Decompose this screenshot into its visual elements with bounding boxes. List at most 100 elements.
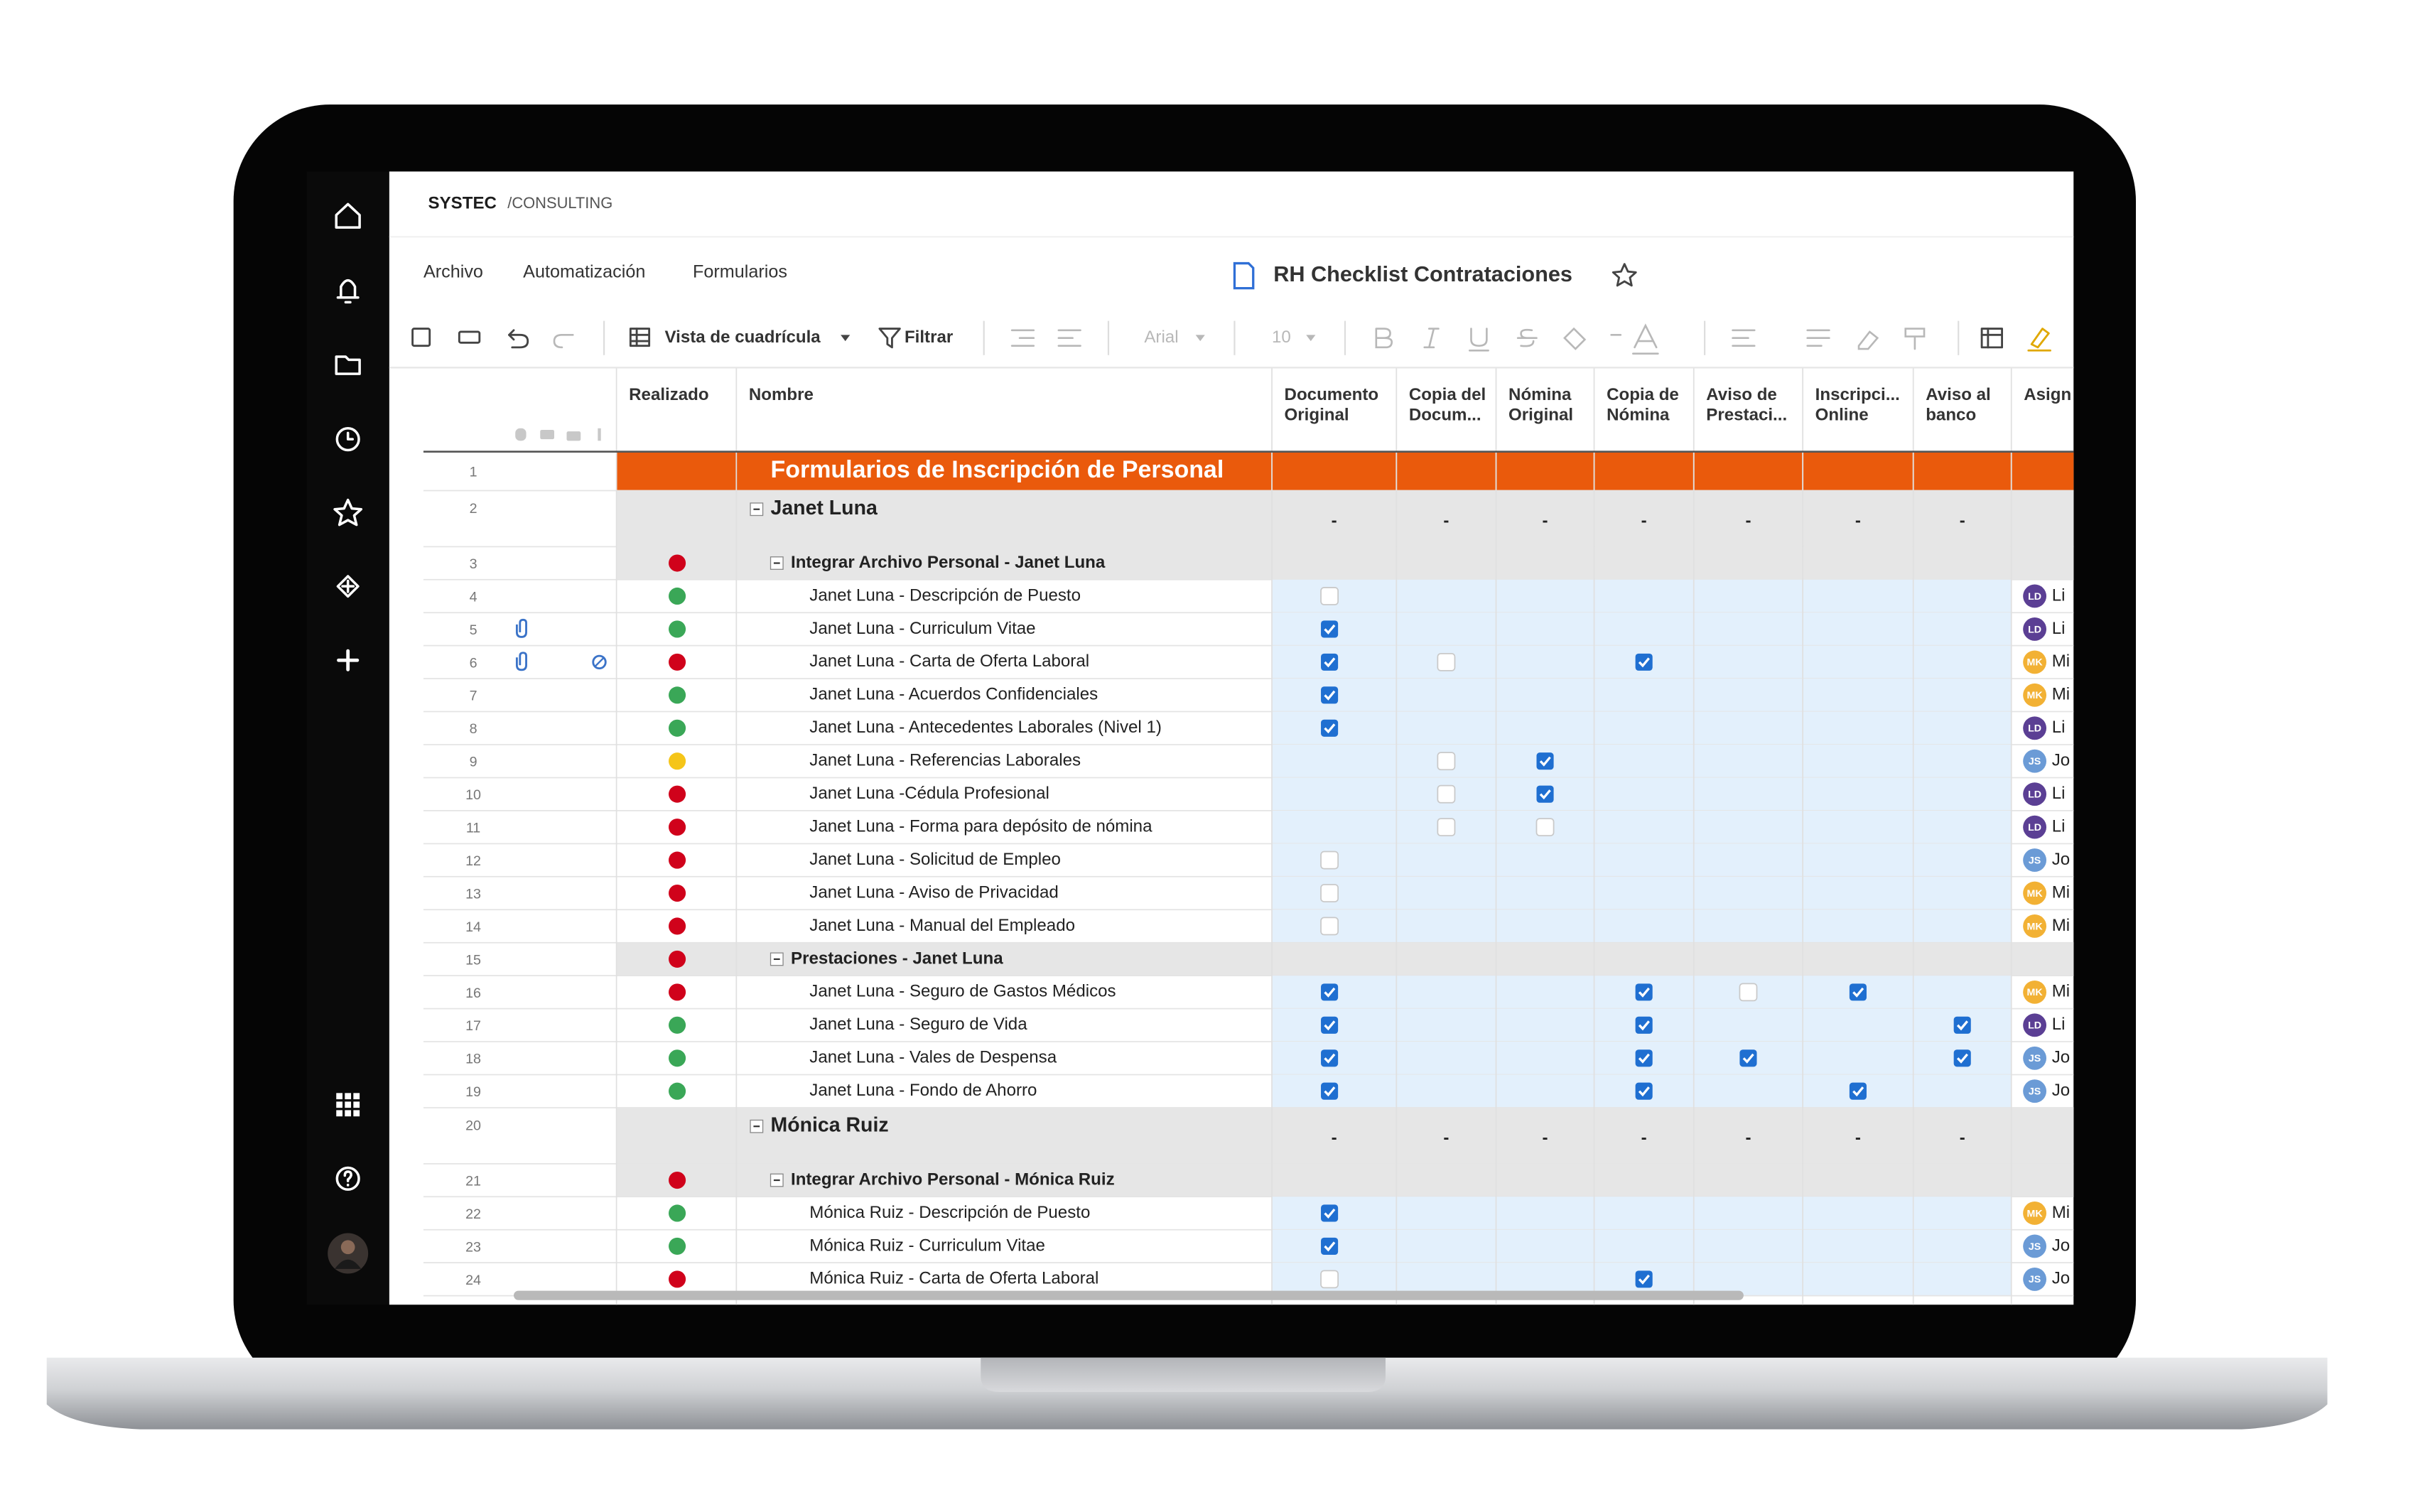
sheet-icon (1233, 261, 1255, 290)
checkbox-checked[interactable] (1321, 620, 1339, 638)
notifications-icon[interactable] (336, 279, 360, 304)
menu-item[interactable]: Archivo (423, 261, 483, 281)
font-selector[interactable]: Arial (1144, 328, 1178, 347)
checkbox-checked[interactable] (1635, 1270, 1653, 1288)
status-dot[interactable] (669, 1082, 686, 1100)
checkbox-checked[interactable] (1321, 653, 1339, 671)
linked-icon-slash (594, 657, 605, 668)
assignee-name: Mi (2052, 1203, 2070, 1222)
checkbox-checked[interactable] (1739, 1049, 1757, 1067)
status-dot[interactable] (669, 917, 686, 935)
checkbox-checked[interactable] (1536, 785, 1554, 803)
checkbox-checked[interactable] (1321, 686, 1339, 704)
column-header: Original (1508, 406, 1573, 425)
status-dot[interactable] (669, 950, 686, 968)
checkbox-unchecked[interactable] (1320, 1270, 1339, 1289)
folder-icon[interactable] (335, 355, 361, 375)
status-dot[interactable] (669, 1270, 686, 1288)
view-selector[interactable]: Vista de cuadrícula (665, 328, 821, 347)
checkbox-checked[interactable] (1635, 653, 1653, 671)
checkbox-unchecked[interactable] (1320, 917, 1339, 936)
redo-button[interactable] (553, 334, 574, 349)
grid-view-icon[interactable] (629, 328, 651, 347)
create-icon[interactable] (337, 649, 360, 671)
checkbox-checked[interactable] (1635, 983, 1653, 1001)
undo-button[interactable] (508, 329, 529, 349)
checkbox-checked[interactable] (1321, 1082, 1339, 1100)
highlight-button[interactable] (2027, 328, 2051, 352)
checkmark (1324, 657, 1336, 668)
solutions-icon[interactable] (336, 575, 360, 598)
checkbox-unchecked[interactable] (1320, 884, 1339, 902)
status-dot[interactable] (669, 1016, 686, 1034)
status-dot[interactable] (669, 1237, 686, 1255)
horizontal-scrollbar[interactable] (514, 1290, 1744, 1300)
task-name: Janet Luna - Solicitud de Empleo (809, 850, 1061, 869)
status-dot[interactable] (669, 785, 686, 803)
status-dot[interactable] (669, 851, 686, 869)
checkbox-checked[interactable] (1321, 983, 1339, 1001)
font-size-selector[interactable]: 10 (1272, 328, 1291, 347)
checkbox-unchecked[interactable] (1437, 652, 1456, 671)
checkbox-checked[interactable] (1321, 1049, 1339, 1067)
help-icon[interactable] (335, 1166, 360, 1191)
status-dot[interactable] (669, 819, 686, 836)
checkbox-unchecked[interactable] (1437, 784, 1456, 804)
status-dot[interactable] (669, 983, 686, 1001)
status-dot[interactable] (669, 752, 686, 770)
status-dot[interactable] (669, 587, 686, 605)
section-name: Integrar Archivo Personal - Mónica Ruiz (791, 1170, 1115, 1189)
checkbox-checked[interactable] (1953, 1049, 1971, 1067)
status-dot[interactable] (669, 686, 686, 704)
print-button[interactable] (458, 330, 481, 344)
checkbox-unchecked[interactable] (1739, 983, 1758, 1002)
home-icon[interactable] (335, 202, 361, 229)
linked-icon[interactable] (592, 654, 607, 670)
column-header: Nómina (1607, 406, 1670, 425)
sidebar (306, 171, 389, 1305)
menu-item[interactable]: Automatización (523, 261, 645, 281)
status-dot[interactable] (669, 1171, 686, 1189)
status-dot[interactable] (669, 554, 686, 572)
recent-icon[interactable] (335, 427, 360, 452)
grid-row: 15 Prestaciones - Janet Luna (423, 942, 2074, 977)
column-header: banco (1926, 406, 1976, 425)
checkbox-checked[interactable] (1321, 719, 1339, 737)
grid-row: 4 Janet Luna - Descripción de Puesto LD Li (423, 579, 2074, 614)
filter-button[interactable]: Filtrar (905, 328, 954, 347)
task-name: Janet Luna - Aviso de Privacidad (809, 882, 1058, 902)
checkbox-checked[interactable] (1953, 1016, 1971, 1034)
checkbox-checked[interactable] (1849, 1082, 1867, 1100)
favorite-star[interactable] (1612, 263, 1637, 287)
checkbox-checked[interactable] (1635, 1016, 1653, 1034)
checkbox-checked[interactable] (1635, 1082, 1653, 1100)
status-dot[interactable] (669, 653, 686, 671)
checkbox-unchecked[interactable] (1320, 850, 1339, 870)
status-dot[interactable] (669, 620, 686, 638)
checkbox-checked[interactable] (1536, 752, 1554, 770)
status-dot[interactable] (669, 719, 686, 737)
checkbox-unchecked[interactable] (1535, 818, 1555, 837)
status-dot[interactable] (669, 884, 686, 902)
attachment-icon[interactable] (515, 652, 527, 671)
attachment-icon[interactable] (515, 618, 527, 638)
checkbox-checked[interactable] (1849, 983, 1867, 1001)
checkbox-unchecked[interactable] (1437, 818, 1456, 837)
status-dot[interactable] (669, 1049, 686, 1067)
menu-item[interactable]: Formularios (693, 261, 787, 281)
status-dot[interactable] (669, 1204, 686, 1222)
checkbox-unchecked[interactable] (1437, 752, 1456, 771)
assignee-avatar (2023, 1079, 2047, 1103)
checkbox-checked[interactable] (1321, 1237, 1339, 1255)
checkbox-unchecked[interactable] (1320, 587, 1339, 605)
favorites-icon[interactable] (333, 498, 363, 526)
filter-icon[interactable] (878, 328, 901, 349)
layout-button[interactable] (1980, 328, 2004, 349)
save-button[interactable] (411, 328, 431, 347)
launcher-icon[interactable] (336, 1093, 360, 1117)
assignee-name: Jo (2052, 850, 2070, 869)
checkbox-checked[interactable] (1321, 1204, 1339, 1222)
sidebar-icons (328, 202, 369, 1274)
checkbox-checked[interactable] (1321, 1016, 1339, 1034)
checkbox-checked[interactable] (1635, 1049, 1653, 1067)
